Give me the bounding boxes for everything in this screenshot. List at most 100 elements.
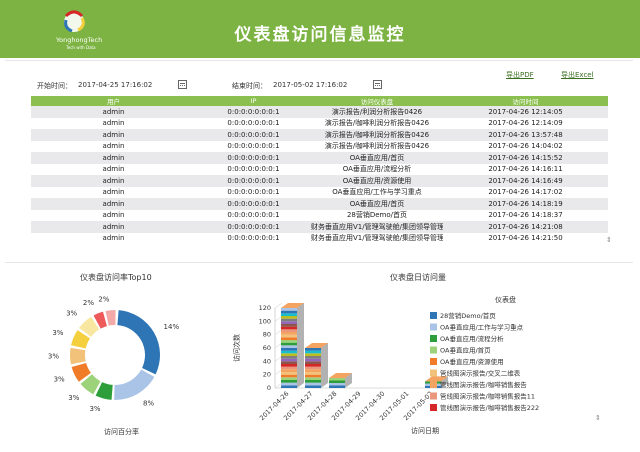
bar-chart-title: 仪表盘日访问量 [390, 273, 446, 282]
bar-segment[interactable] [281, 358, 297, 362]
bar-segment[interactable] [281, 366, 297, 370]
bar-segment[interactable] [329, 383, 345, 386]
bar-segment[interactable] [281, 382, 297, 386]
bar-segment[interactable] [281, 350, 297, 354]
bar-segment[interactable] [281, 321, 297, 324]
end-time-value[interactable]: 2017-05-02 17:16:02 [273, 81, 348, 89]
bar-segment[interactable] [281, 361, 297, 364]
table-row[interactable]: admin 0:0:0:0:0:0:0:1 OA垂直应用/首页 2017-04-26 … [31, 198, 608, 210]
donut-slice[interactable] [105, 310, 116, 326]
donut-slice[interactable] [114, 369, 155, 400]
donut-slice[interactable] [93, 311, 107, 329]
col-header-user[interactable]: 用户 [31, 96, 196, 106]
bar-segment[interactable] [305, 364, 321, 367]
table-row[interactable]: admin 0:0:0:0:0:0:0:1 OA垂直应用/流程分析 2017-04-2… [31, 163, 608, 175]
donut-slice[interactable] [71, 363, 91, 382]
cell-ip: 0:0:0:0:0:0:0:1 [196, 106, 311, 118]
col-header-time[interactable]: 访问时间 [443, 96, 608, 106]
bar-segment[interactable] [281, 308, 297, 311]
bar-segment[interactable] [329, 380, 345, 384]
legend-item[interactable]: 管线图演示报告/咖啡销售报告11 [440, 392, 535, 401]
legend-item[interactable]: 管线图演示报告/交叉二维表 [440, 369, 521, 378]
bar-segment[interactable] [281, 372, 297, 375]
donut-slice[interactable] [70, 347, 86, 365]
bar-segment[interactable] [281, 348, 297, 351]
bar-segment[interactable] [305, 377, 321, 380]
table-row[interactable]: admin 0:0:0:0:0:0:0:1 演示报告/利润分析报告0426 2017-… [31, 106, 608, 118]
cell-ip: 0:0:0:0:0:0:0:1 [196, 129, 311, 141]
bar-segment[interactable] [305, 372, 321, 375]
bar-segment[interactable] [281, 380, 297, 383]
bar-segment[interactable] [305, 385, 321, 388]
bar-segment[interactable] [305, 374, 321, 378]
legend-item[interactable]: OA垂直应用/首页 [440, 346, 491, 355]
bar-segment[interactable] [281, 318, 297, 322]
bar-segment[interactable] [281, 329, 297, 332]
legend-item[interactable]: 管线图演示报告/咖啡销售报告222 [440, 403, 539, 412]
bar-segment[interactable] [305, 350, 321, 354]
legend-swatch [430, 381, 437, 388]
bar-segment[interactable] [281, 353, 297, 356]
export-excel-link[interactable]: 导出Excel [561, 71, 594, 79]
bar-segment[interactable] [281, 334, 297, 338]
table-row[interactable]: admin 0:0:0:0:0:0:0:1 财务垂直应用V1/管理驾驶舱/集团领导管… [31, 221, 608, 233]
bar-segment[interactable] [281, 316, 297, 319]
bar-segment[interactable] [281, 310, 297, 314]
donut-slice[interactable] [95, 382, 113, 400]
bar-segment[interactable] [281, 356, 297, 359]
start-calendar-icon[interactable] [178, 80, 187, 89]
start-time-label: 开始时间： [37, 82, 72, 90]
bar-segment[interactable] [305, 369, 321, 372]
donut-slice[interactable] [80, 374, 101, 395]
legend-item[interactable]: OA垂直应用/资源使用 [440, 357, 504, 366]
bar-segment[interactable] [305, 353, 321, 356]
table-row[interactable]: admin 0:0:0:0:0:0:0:1 演示报告/咖啡利润分析报告0426 201… [31, 140, 608, 152]
bar-segment[interactable] [281, 377, 297, 380]
table-row[interactable]: admin 0:0:0:0:0:0:0:1 28营销Demo/首页 2017-04-2… [31, 209, 608, 221]
end-calendar-icon[interactable] [373, 80, 382, 89]
bar-segment[interactable] [305, 361, 321, 364]
bar-segment[interactable] [281, 337, 297, 340]
donut-slice[interactable] [71, 330, 91, 349]
table-row[interactable]: admin 0:0:0:0:0:0:0:1 演示报告/咖啡利润分析报告0426 201… [31, 129, 608, 141]
legend-item[interactable]: OA垂直应用/流程分析 [440, 334, 504, 343]
cell-dashboard: OA垂直应用/工作与学习重点 [311, 186, 443, 198]
table-row[interactable]: admin 0:0:0:0:0:0:0:1 OA垂直应用/工作与学习重点 2017-0… [31, 186, 608, 198]
bar-segment[interactable] [281, 364, 297, 367]
bar-segment[interactable] [329, 385, 345, 389]
start-time-value[interactable]: 2017-04-25 17:16:02 [78, 81, 153, 89]
legend-scroll-icon[interactable]: ⇕ [595, 414, 601, 422]
scroll-arrows-icon[interactable]: ⇕ [606, 236, 612, 244]
bar-segment[interactable] [281, 345, 297, 348]
col-header-dashboard[interactable]: 访问仪表盘 [311, 96, 443, 106]
export-pdf-link[interactable]: 导出PDF [506, 71, 534, 79]
donut-slice[interactable] [79, 316, 100, 337]
col-header-ip[interactable]: IP [196, 96, 311, 106]
table-row[interactable]: admin 0:0:0:0:0:0:0:1 OA垂直应用/首页 2017-04-26 … [31, 152, 608, 164]
legend-swatch [430, 323, 437, 331]
bar-segment[interactable] [305, 366, 321, 370]
bar-segment[interactable] [281, 326, 297, 330]
bar-segment[interactable] [281, 369, 297, 372]
legend-item[interactable]: OA垂直应用/工作与学习重点 [440, 323, 524, 332]
y-tick-label: 60 [263, 344, 271, 352]
legend-item[interactable]: 28营销Demo/首页 [440, 311, 496, 320]
donut-slice[interactable] [117, 310, 160, 375]
bar-segment[interactable] [281, 385, 297, 388]
bar-segment[interactable] [281, 374, 297, 378]
bar-segment[interactable] [305, 348, 321, 351]
bar-segment[interactable] [281, 342, 297, 346]
bar-segment[interactable] [305, 358, 321, 362]
table-row[interactable]: admin 0:0:0:0:0:0:0:1 演示报告/咖啡利润分析报告0426 201… [31, 117, 608, 129]
table-row[interactable]: admin 0:0:0:0:0:0:0:1 OA垂直应用/资源使用 2017-04-2… [31, 175, 608, 187]
table-row[interactable]: admin 0:0:0:0:0:0:0:1 财务垂直应用V1/管理驾驶舱/集团领导管… [31, 232, 608, 244]
legend-item[interactable]: 管线图演示报告/咖啡销售报告 [440, 380, 527, 389]
bar-segment[interactable] [281, 332, 297, 335]
bar-segment[interactable] [281, 313, 297, 316]
bar-segment[interactable] [281, 324, 297, 327]
bar-segment[interactable] [329, 378, 345, 381]
bar-segment[interactable] [305, 380, 321, 383]
bar-segment[interactable] [305, 382, 321, 386]
bar-segment[interactable] [305, 356, 321, 359]
bar-segment[interactable] [281, 340, 297, 343]
